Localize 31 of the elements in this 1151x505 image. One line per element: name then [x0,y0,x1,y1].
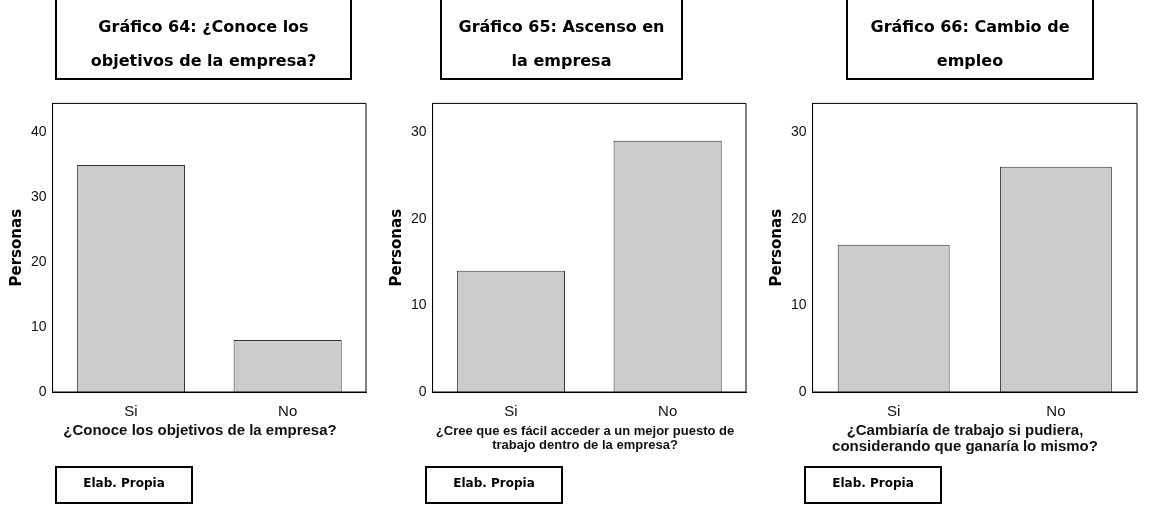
text: Elab. Propia [425,466,563,504]
x-tick-label: No [1046,402,1066,420]
text: Elab. Propia [55,466,193,504]
y-tick-label: 40 [30,123,47,140]
x-axis-title: ¿Conoce los objetivos de la empresa? [62,421,338,438]
y-tick-label: 10 [30,318,47,335]
x-tick-label: No [658,402,678,420]
y-tick-label: 20 [30,253,47,270]
chart-title: Gráfico 66: Cambio de empleo [846,0,1094,80]
x-tick-label: No [278,402,298,420]
y-tick-label: 30 [410,122,427,139]
y-tick-label: 20 [410,209,427,226]
y-axis-title: Personas [6,208,25,287]
x-tick-label: Si [887,402,901,420]
x-axis-title: ¿Cambiaría de trabajo si pudiera, considerando que ganaría lo mismo? [831,421,1099,454]
y-tick-label: 0 [798,382,807,399]
chart-title: Gráfico 64: ¿Conoce los objetivos de la empresa? [55,0,352,80]
x-tick-label: Si [124,402,138,420]
y-tick-label: 30 [790,122,807,139]
y-tick-label: 10 [410,296,427,313]
y-tick-label: 0 [418,382,427,399]
chart-title: Gráfico 65: Ascenso en la empresa [440,0,683,80]
y-tick-label: 20 [790,209,807,226]
y-tick-label: 30 [30,188,47,205]
y-axis-title: Personas [386,208,405,287]
x-axis-title: ¿Cree que es fácil acceder a un mejor puesto de trabajo dentro de la empresa? [434,423,736,452]
x-tick-label: Si [504,402,518,420]
y-tick-label: 0 [38,382,47,399]
y-axis-title: Personas [766,208,785,287]
text: Elab. Propia [804,466,942,504]
y-tick-label: 10 [790,296,807,313]
